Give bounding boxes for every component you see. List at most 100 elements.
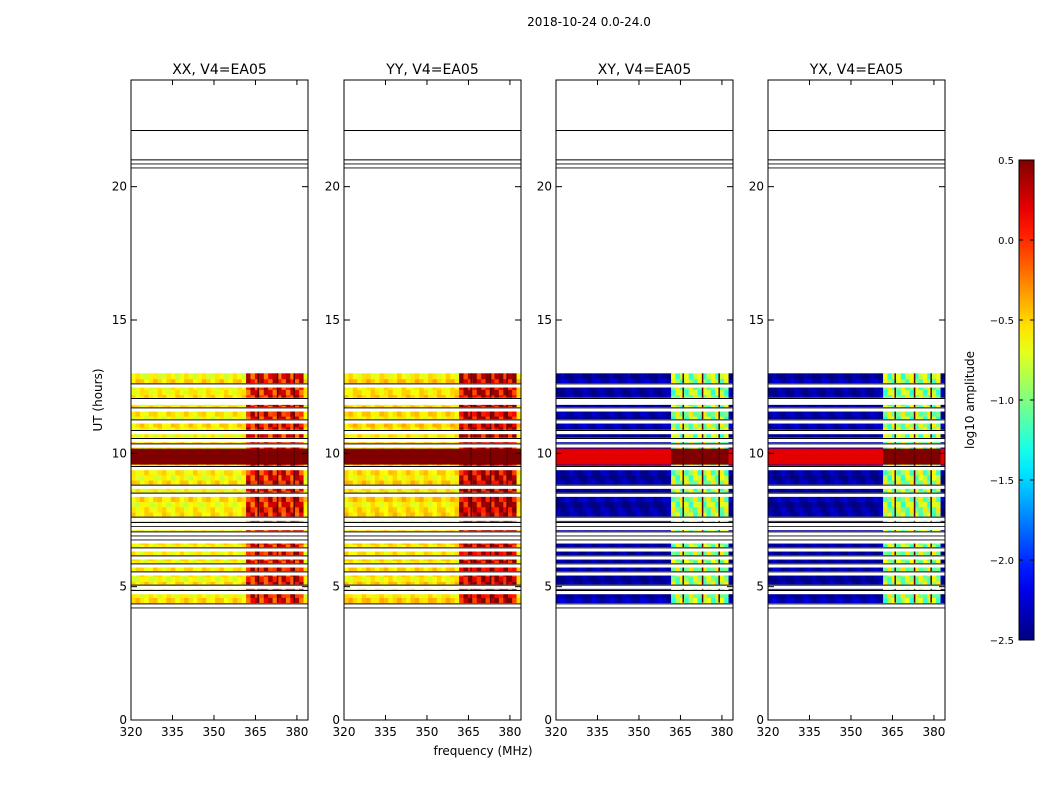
heatmap-cell (724, 458, 730, 465)
heatmap-cell (653, 549, 659, 556)
heatmap-cell (228, 394, 234, 401)
heatmap-cell (414, 512, 420, 518)
heatmap-cell (135, 474, 141, 481)
heatmap-cell (419, 389, 425, 396)
heatmap-cell (463, 474, 469, 481)
heatmap-cell (459, 528, 465, 534)
heatmap-cell (666, 506, 672, 513)
heatmap-cell (450, 421, 456, 428)
heatmap-cell (622, 469, 628, 476)
heatmap-cell (445, 394, 451, 401)
heatmap-cell (348, 426, 354, 433)
heatmap-cell (582, 597, 588, 604)
heatmap-cell (715, 544, 721, 550)
heatmap-cell (693, 458, 699, 465)
heatmap-cell (277, 501, 283, 508)
heatmap-cell (277, 549, 283, 556)
heatmap-cell (210, 549, 216, 556)
heatmap-cell (228, 586, 234, 593)
heatmap-cell (459, 549, 465, 556)
heatmap-cell (219, 581, 225, 588)
heatmap-cell (662, 448, 668, 454)
heatmap-cell (604, 458, 610, 465)
heatmap-cell (303, 453, 308, 460)
heatmap-cell (206, 474, 212, 481)
heatmap-cell (139, 453, 145, 460)
heatmap-cell (223, 432, 229, 438)
heatmap-cell (201, 565, 207, 572)
heatmap-cell (441, 378, 447, 385)
heatmap-cell (693, 480, 699, 486)
heatmap-cell (263, 416, 269, 422)
heatmap-cell (144, 410, 150, 417)
heatmap-cell (166, 448, 172, 454)
heatmap-cell (445, 373, 451, 380)
heatmap-cell (366, 378, 372, 385)
heatmap-cell (352, 576, 358, 582)
heatmap-cell (662, 528, 668, 534)
heatmap-cell (507, 581, 513, 588)
heatmap-cell (657, 544, 663, 550)
heatmap-cell (569, 501, 575, 508)
heatmap-cell (666, 549, 672, 556)
heatmap-cell (463, 469, 469, 476)
heatmap-cell (166, 432, 172, 438)
heatmap-cell (706, 458, 712, 465)
heatmap-cell (219, 416, 225, 422)
heatmap-cell (423, 592, 429, 598)
heatmap-cell (370, 458, 376, 465)
heatmap-cell (144, 458, 150, 465)
heatmap-cell (357, 512, 363, 518)
heatmap-cell (219, 458, 225, 465)
heatmap-cell (135, 528, 141, 534)
heatmap-cell (223, 373, 229, 380)
heatmap-cell (401, 373, 407, 380)
heatmap-cell (591, 426, 597, 433)
heatmap-cell (560, 416, 566, 422)
heatmap-cell (299, 426, 305, 433)
heatmap-cell (476, 448, 482, 454)
heatmap-cell (626, 512, 632, 518)
heatmap-cell (454, 496, 460, 502)
heatmap-cell (352, 592, 358, 598)
heatmap-cell (405, 458, 411, 465)
heatmap-cell (268, 496, 274, 502)
heatmap-cell (498, 560, 504, 566)
heatmap-cell (556, 560, 562, 566)
heatmap-cell (472, 458, 478, 465)
heatmap-cell (441, 448, 447, 454)
heatmap-cell (684, 453, 690, 460)
heatmap-cell (366, 501, 372, 508)
heatmap-cell (609, 501, 615, 508)
heatmap-cell (410, 432, 416, 438)
heatmap-cell (290, 496, 296, 502)
heatmap-cell (467, 373, 473, 380)
heatmap-cell (481, 544, 487, 550)
heatmap-cell (352, 373, 358, 380)
heatmap-cell (450, 597, 456, 604)
heatmap-cell (582, 586, 588, 593)
heatmap-cell (679, 528, 685, 534)
heatmap-cell (175, 373, 181, 380)
heatmap-cell (223, 565, 229, 572)
heatmap-cell (662, 496, 668, 502)
heatmap-cell (246, 586, 252, 593)
heatmap-cell (139, 480, 145, 486)
heatmap-cell (702, 501, 708, 508)
heatmap-cell (595, 586, 601, 593)
heatmap-cell (206, 469, 212, 476)
heatmap-cell (405, 480, 411, 486)
heatmap-cell (277, 378, 283, 385)
heatmap-cell (648, 592, 654, 598)
heatmap-cell (715, 453, 721, 460)
heatmap-cell (184, 496, 190, 502)
heatmap-cell (352, 586, 358, 593)
heatmap-cell (586, 586, 593, 593)
heatmap-cell (139, 544, 145, 550)
heatmap-cell (299, 421, 305, 428)
heatmap-cell (569, 576, 575, 582)
heatmap-cell (144, 528, 150, 534)
heatmap-cell (388, 421, 394, 428)
heatmap-cell (175, 426, 181, 433)
heatmap-cell (631, 501, 637, 508)
